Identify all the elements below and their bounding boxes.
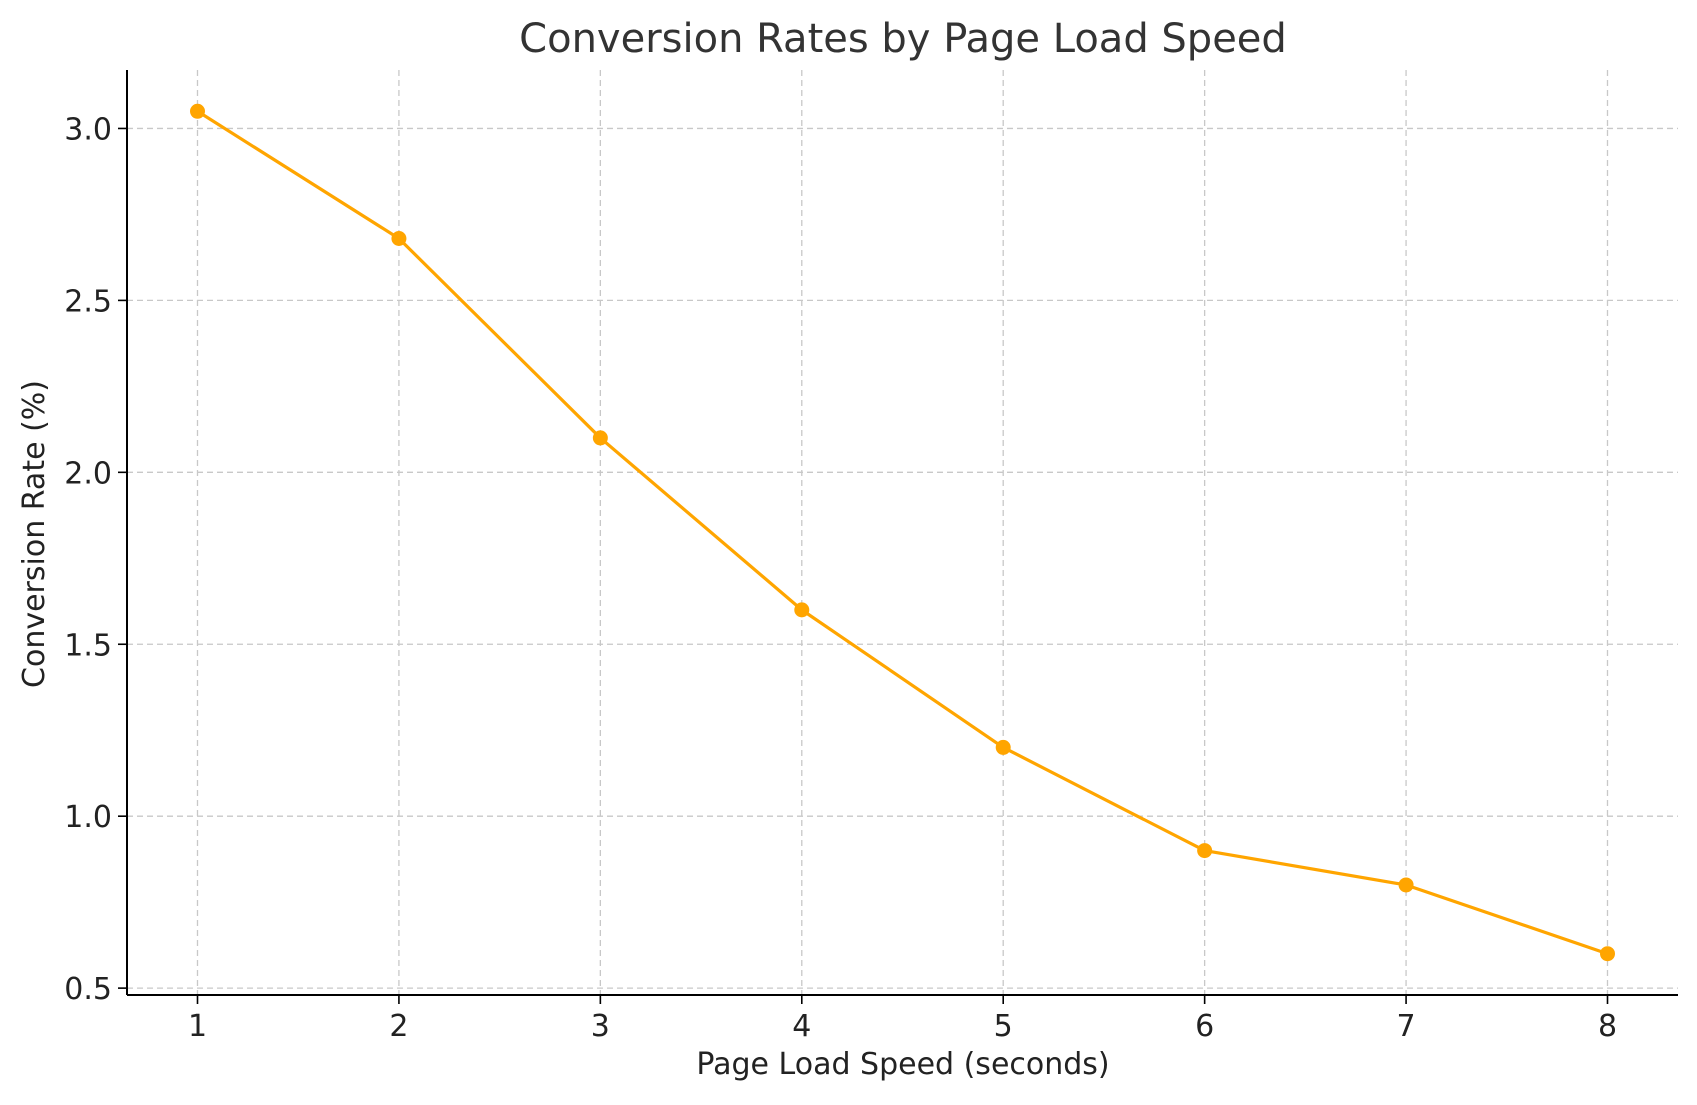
y-tick-label: 2.0: [64, 456, 112, 491]
grid: [127, 70, 1678, 995]
chart-title: Conversion Rates by Page Load Speed: [519, 16, 1287, 62]
axes: [126, 70, 1678, 996]
x-tick-label: 2: [389, 1009, 408, 1044]
x-tick-label: 7: [1397, 1009, 1416, 1044]
data-point: [190, 103, 205, 119]
series: [190, 103, 1615, 962]
data-point: [1398, 877, 1414, 893]
data-point: [794, 602, 810, 618]
y-axis-label: Conversion Rate (%): [17, 380, 52, 688]
x-tick-label: 1: [188, 1009, 207, 1044]
series-line: [195, 109, 1610, 956]
y-tick-label: 1.5: [64, 628, 112, 663]
x-tick-label: 6: [1195, 1009, 1214, 1044]
y-tick-label: 1.0: [64, 800, 112, 835]
y-tick-label: 3.0: [64, 112, 112, 147]
y-tick-label: 2.5: [64, 284, 112, 319]
x-tick-label: 5: [994, 1009, 1013, 1044]
data-point: [592, 430, 608, 446]
y-tick-label: 0.5: [64, 972, 112, 1007]
data-point: [995, 739, 1011, 755]
x-tick-label: 8: [1598, 1009, 1617, 1044]
data-point: [1600, 946, 1615, 962]
y-ticks: 0.5 1.0 1.5 2.0 2.5 3.0: [64, 112, 127, 1007]
data-point: [391, 230, 407, 246]
x-ticks: 1 2 3 4 5 6 7 8: [188, 995, 1617, 1044]
data-point: [1197, 843, 1213, 859]
x-axis-label: Page Load Speed (seconds): [696, 1047, 1109, 1082]
x-tick-label: 4: [792, 1009, 811, 1044]
x-tick-label: 3: [591, 1009, 610, 1044]
